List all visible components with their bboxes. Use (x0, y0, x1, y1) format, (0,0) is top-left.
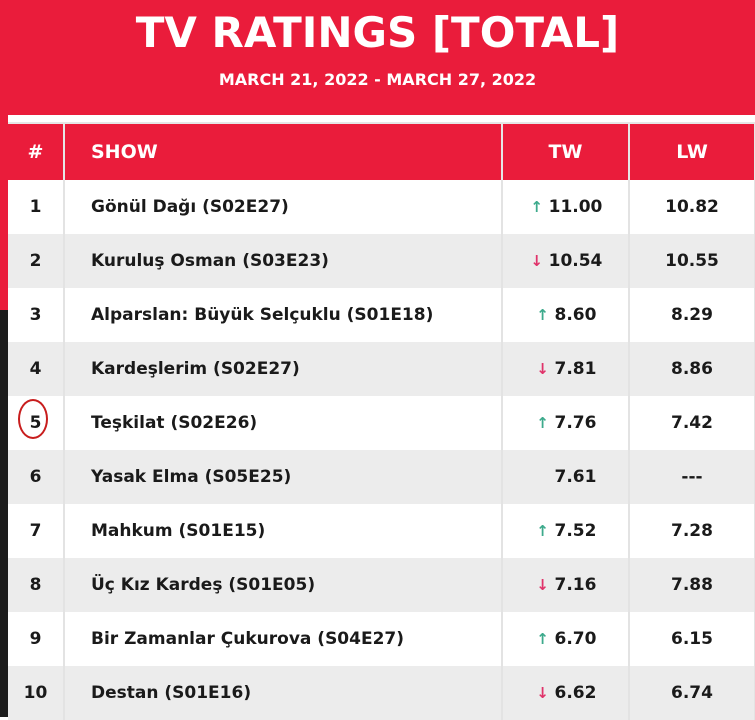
tw-value: 7.76 (554, 413, 597, 433)
tw-cell: ↑ 7.52 (502, 504, 630, 558)
tw-cell: ↑ 8.60 (502, 288, 630, 342)
column-header-tw: TW (502, 122, 630, 180)
rank-cell: 9 (8, 612, 65, 666)
table-row: 5 Teşkilat (S02E26) ↑ 7.76 7.42 (8, 396, 755, 450)
lw-cell: --- (629, 450, 755, 504)
lw-cell: 6.15 (629, 612, 755, 666)
table-body: 1 Gönül Dağı (S02E27) ↑ 11.00 10.82 2 Kuruluş … (8, 180, 755, 720)
arrow-up-icon: ↑ (536, 306, 549, 324)
show-cell: Yasak Elma (S05E25) (64, 450, 503, 504)
ratings-table: # SHOW TW LW 1 Gönül Dağı (S02E27) ↑ 11.00 1… (8, 122, 755, 720)
table-row: 9 Bir Zamanlar Çukurova (S04E27) ↑ 6.70 6.15 (8, 612, 755, 666)
rank-cell: 8 (8, 558, 65, 612)
table-row: 10 Destan (S01E16) ↓ 6.62 6.74 (8, 666, 755, 720)
table-row: 8 Üç Kız Kardeş (S01E05) ↓ 7.16 7.88 (8, 558, 755, 612)
tw-cell: 7.61 (502, 450, 630, 504)
arrow-up-icon: ↑ (536, 522, 549, 540)
page-title: TV RATINGS [TOTAL] (135, 8, 620, 57)
rank-cell: 4 (8, 342, 65, 396)
lw-cell: 8.29 (629, 288, 755, 342)
tw-value: 7.16 (554, 575, 597, 595)
show-cell: Bir Zamanlar Çukurova (S04E27) (64, 612, 503, 666)
date-range: MARCH 21, 2022 - MARCH 27, 2022 (218, 70, 537, 89)
tw-cell: ↓ 10.54 (502, 234, 630, 288)
rank-cell: 3 (8, 288, 65, 342)
table-header-row: # SHOW TW LW (8, 122, 755, 180)
rank-cell: 1 (8, 180, 65, 234)
tw-cell: ↑ 6.70 (502, 612, 630, 666)
show-cell: Gönül Dağı (S02E27) (64, 180, 503, 234)
show-cell: Teşkilat (S02E26) (64, 396, 503, 450)
arrow-down-icon: ↓ (530, 252, 543, 270)
show-cell: Mahkum (S01E15) (64, 504, 503, 558)
tw-value: 10.54 (548, 251, 603, 271)
rank-cell: 2 (8, 234, 65, 288)
header-banner: TV RATINGS [TOTAL] MARCH 21, 2022 - MARC… (0, 0, 755, 115)
lw-cell: 6.74 (629, 666, 755, 720)
hand-drawn-circle (18, 399, 48, 439)
lw-cell: 7.28 (629, 504, 755, 558)
table-row: 7 Mahkum (S01E15) ↑ 7.52 7.28 (8, 504, 755, 558)
rank-cell: 7 (8, 504, 65, 558)
table-row: 3 Alparslan: Büyük Selçuklu (S01E18) ↑ 8.60… (8, 288, 755, 342)
column-header-show: SHOW (64, 122, 503, 180)
show-cell: Üç Kız Kardeş (S01E05) (64, 558, 503, 612)
tw-value: 8.60 (554, 305, 597, 325)
lw-cell: 10.82 (629, 180, 755, 234)
tw-value: 11.00 (548, 197, 603, 217)
lw-cell: 8.86 (629, 342, 755, 396)
column-header-lw: LW (629, 122, 755, 180)
show-cell: Kuruluş Osman (S03E23) (64, 234, 503, 288)
table-row: 2 Kuruluş Osman (S03E23) ↓ 10.54 10.55 (8, 234, 755, 288)
tw-cell: ↓ 7.16 (502, 558, 630, 612)
lw-cell: 7.42 (629, 396, 755, 450)
arrow-up-icon: ↑ (536, 414, 549, 432)
table-row: 1 Gönül Dağı (S02E27) ↑ 11.00 10.82 (8, 180, 755, 234)
show-cell: Destan (S01E16) (64, 666, 503, 720)
rank-cell: 10 (8, 666, 65, 720)
arrow-down-icon: ↓ (536, 684, 549, 702)
table-row: 4 Kardeşlerim (S02E27) ↓ 7.81 8.86 (8, 342, 755, 396)
arrow-down-icon: ↓ (536, 360, 549, 378)
lw-cell: 7.88 (629, 558, 755, 612)
column-header-rank: # (8, 122, 65, 180)
arrow-up-icon: ↑ (536, 630, 549, 648)
tw-cell: ↓ 6.62 (502, 666, 630, 720)
arrow-up-icon: ↑ (530, 198, 543, 216)
show-cell: Alparslan: Büyük Selçuklu (S01E18) (64, 288, 503, 342)
tw-value: 6.62 (554, 683, 597, 703)
table-row: 6 Yasak Elma (S05E25) 7.61 --- (8, 450, 755, 504)
tw-cell: ↑ 7.76 (502, 396, 630, 450)
tw-cell: ↓ 7.81 (502, 342, 630, 396)
tw-value: 7.52 (554, 521, 597, 541)
left-edge-dark-strip (0, 310, 8, 717)
lw-cell: 10.55 (629, 234, 755, 288)
tw-value: 6.70 (554, 629, 597, 649)
tw-value: 7.61 (554, 467, 597, 487)
rank-cell: 6 (8, 450, 65, 504)
tw-cell: ↑ 11.00 (502, 180, 630, 234)
show-cell: Kardeşlerim (S02E27) (64, 342, 503, 396)
tw-value: 7.81 (554, 359, 597, 379)
arrow-down-icon: ↓ (536, 576, 549, 594)
